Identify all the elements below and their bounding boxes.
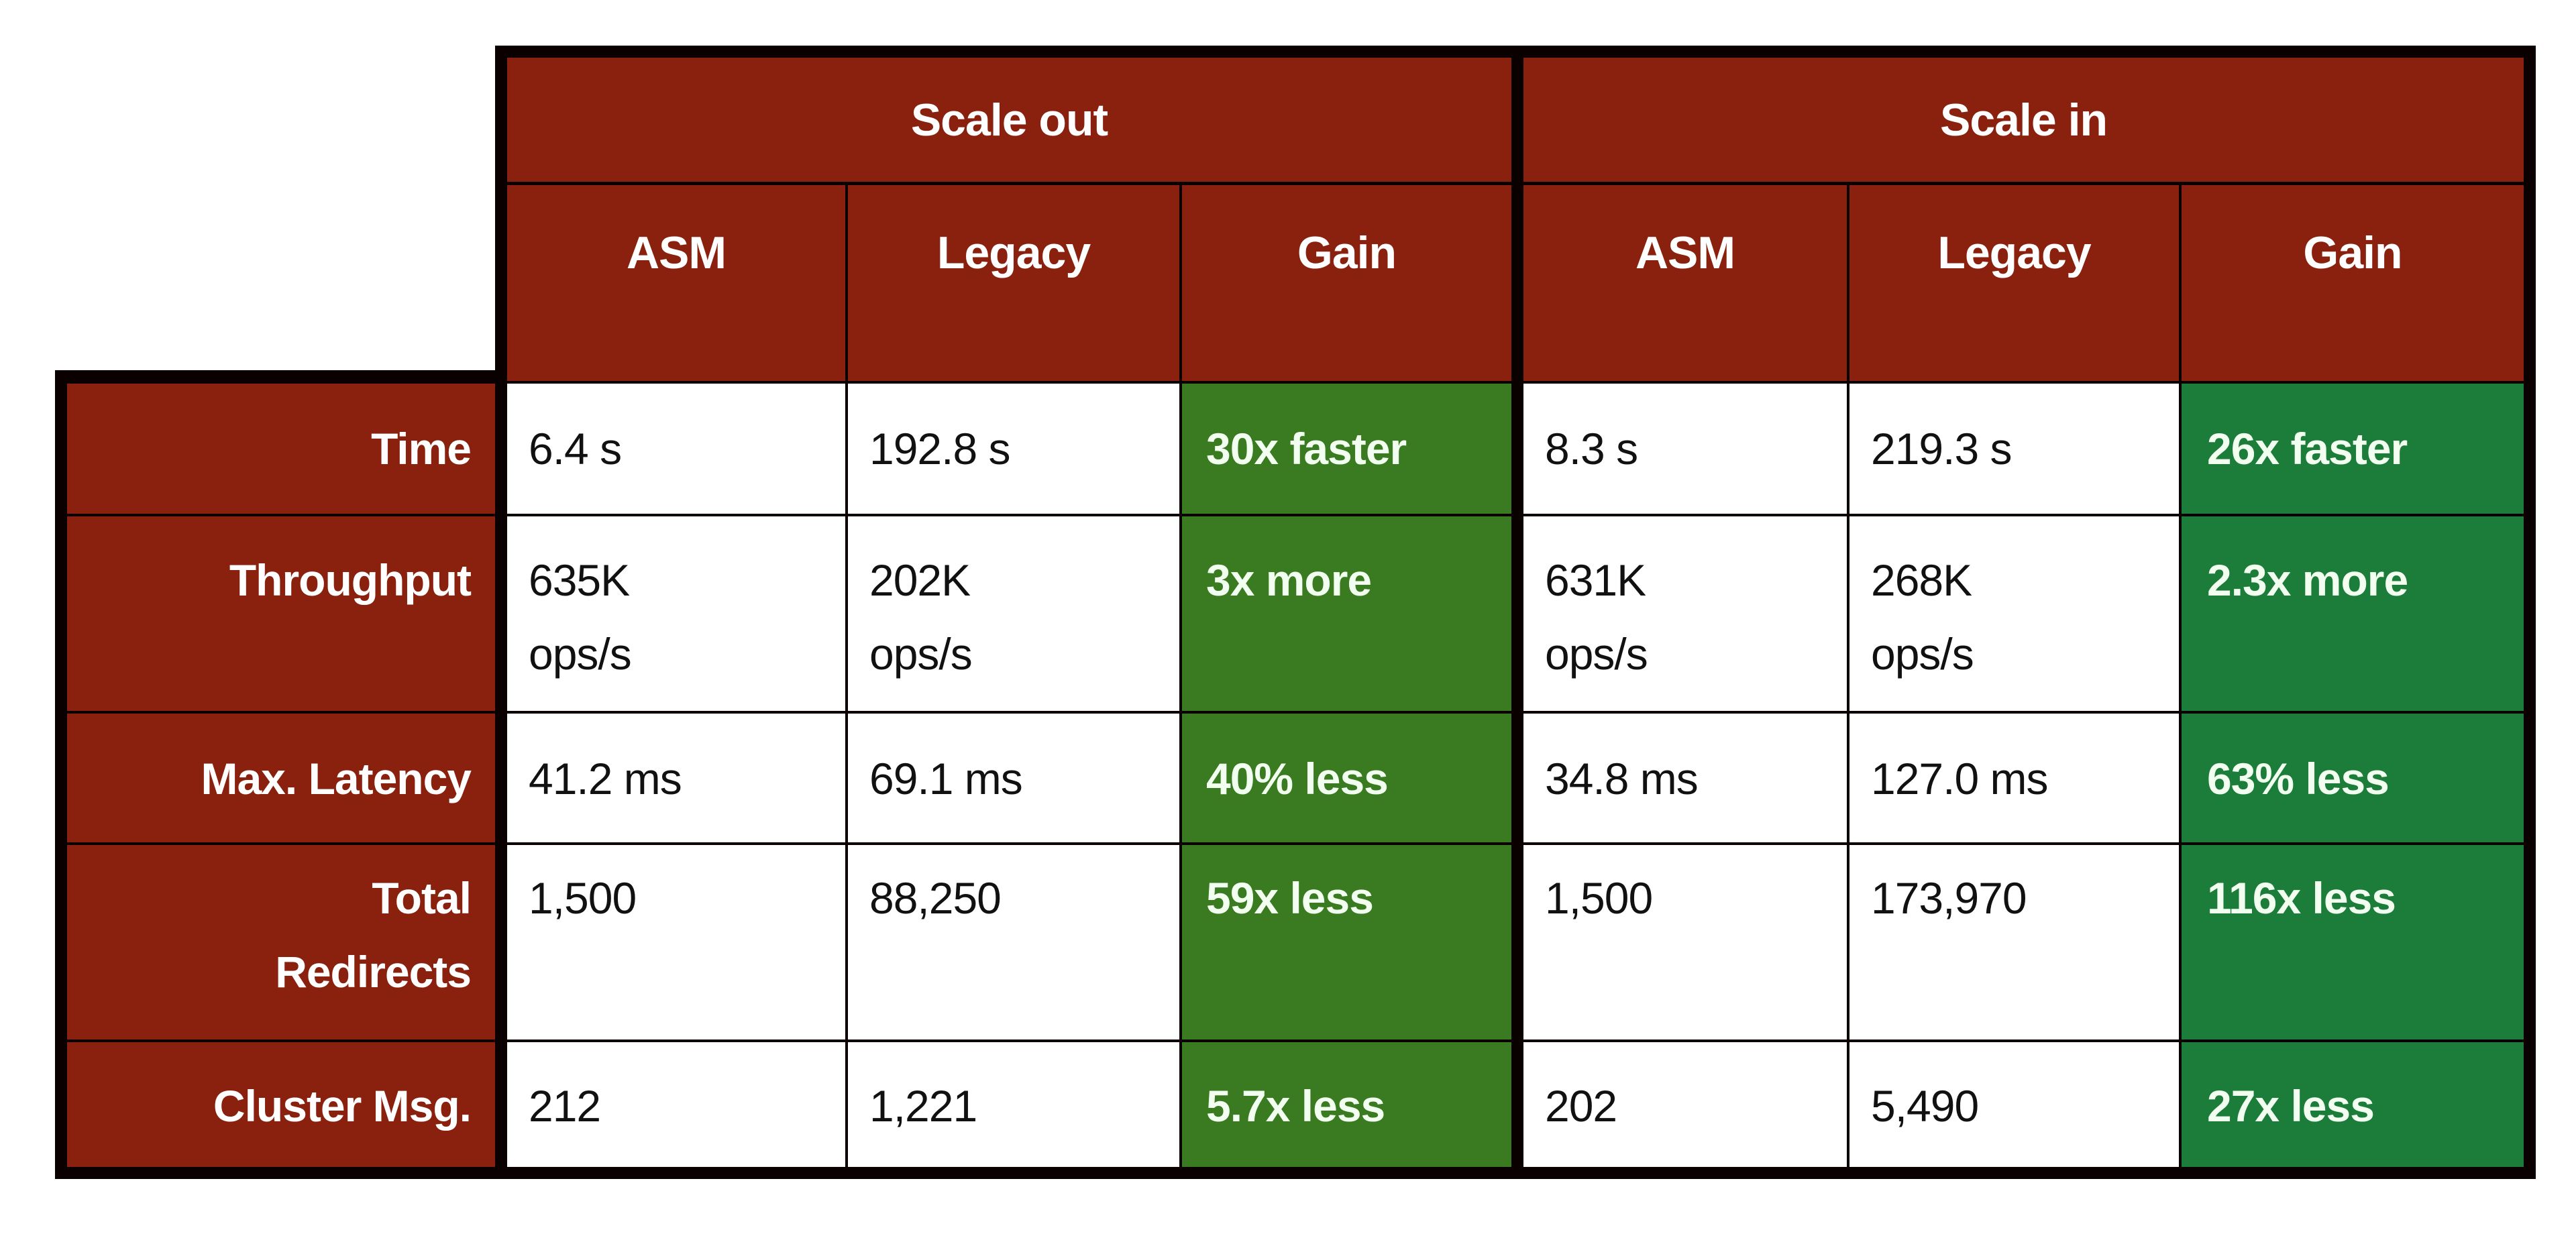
row-header-cluster-msg: Cluster Msg. [67, 1042, 495, 1167]
cell-redirects-scale-out-legacy: 88,250 [848, 845, 1179, 1040]
group-header-scale-in: Scale in [1523, 58, 2524, 182]
cell-cluster-scale-out-asm: 212 [507, 1042, 845, 1167]
row-header-time: Time [67, 384, 495, 514]
cell-latency-scale-in-gain: 63% less [2182, 714, 2524, 842]
cell-redirects-scale-out-gain: 59x less [1182, 845, 1511, 1040]
cell-time-scale-out-gain: 30x faster [1182, 384, 1511, 514]
col-header-scale-in-asm: ASM [1523, 185, 1847, 381]
col-header-scale-in-gain: Gain [2182, 185, 2524, 381]
cell-latency-scale-in-asm: 34.8 ms [1523, 714, 1847, 842]
cell-time-scale-out-legacy: 192.8 s [848, 384, 1179, 514]
cell-latency-scale-out-gain: 40% less [1182, 714, 1511, 842]
cell-cluster-scale-in-asm: 202 [1523, 1042, 1847, 1167]
col-header-scale-out-legacy: Legacy [848, 185, 1179, 381]
group-label: Scale out [910, 94, 1108, 146]
group-label: Scale in [1939, 94, 2108, 146]
cell-throughput-scale-out-asm: 635K ops/s [507, 516, 845, 711]
cell-throughput-scale-in-legacy: 268K ops/s [1849, 516, 2179, 711]
cell-throughput-scale-in-gain: 2.3x more [2182, 516, 2524, 711]
col-header-scale-in-legacy: Legacy [1849, 185, 2179, 381]
cell-throughput-scale-out-legacy: 202K ops/s [848, 516, 1179, 711]
cell-throughput-scale-in-asm: 631K ops/s [1523, 516, 1847, 711]
cell-time-scale-out-asm: 6.4 s [507, 384, 845, 514]
cell-cluster-scale-out-gain: 5.7x less [1182, 1042, 1511, 1167]
cell-time-scale-in-legacy: 219.3 s [1849, 384, 2179, 514]
cell-time-scale-in-asm: 8.3 s [1523, 384, 1847, 514]
row-header-total-redirects: Total Redirects [67, 845, 495, 1040]
cell-latency-scale-out-legacy: 69.1 ms [848, 714, 1179, 842]
row-header-throughput: Throughput [67, 516, 495, 711]
row-header-max-latency: Max. Latency [67, 714, 495, 842]
col-header-scale-out-gain: Gain [1182, 185, 1511, 381]
cell-redirects-scale-in-legacy: 173,970 [1849, 845, 2179, 1040]
cell-time-scale-in-gain: 26x faster [2182, 384, 2524, 514]
cell-cluster-scale-out-legacy: 1,221 [848, 1042, 1179, 1167]
cell-latency-scale-in-legacy: 127.0 ms [1849, 714, 2179, 842]
cell-cluster-scale-in-gain: 27x less [2182, 1042, 2524, 1167]
cell-cluster-scale-in-legacy: 5,490 [1849, 1042, 2179, 1167]
cell-throughput-scale-out-gain: 3x more [1182, 516, 1511, 711]
group-header-scale-out: Scale out [507, 58, 1511, 182]
col-header-scale-out-asm: ASM [507, 185, 845, 381]
cell-redirects-scale-in-gain: 116x less [2182, 845, 2524, 1040]
cell-latency-scale-out-asm: 41.2 ms [507, 714, 845, 842]
cell-redirects-scale-out-asm: 1,500 [507, 845, 845, 1040]
cell-redirects-scale-in-asm: 1,500 [1523, 845, 1847, 1040]
